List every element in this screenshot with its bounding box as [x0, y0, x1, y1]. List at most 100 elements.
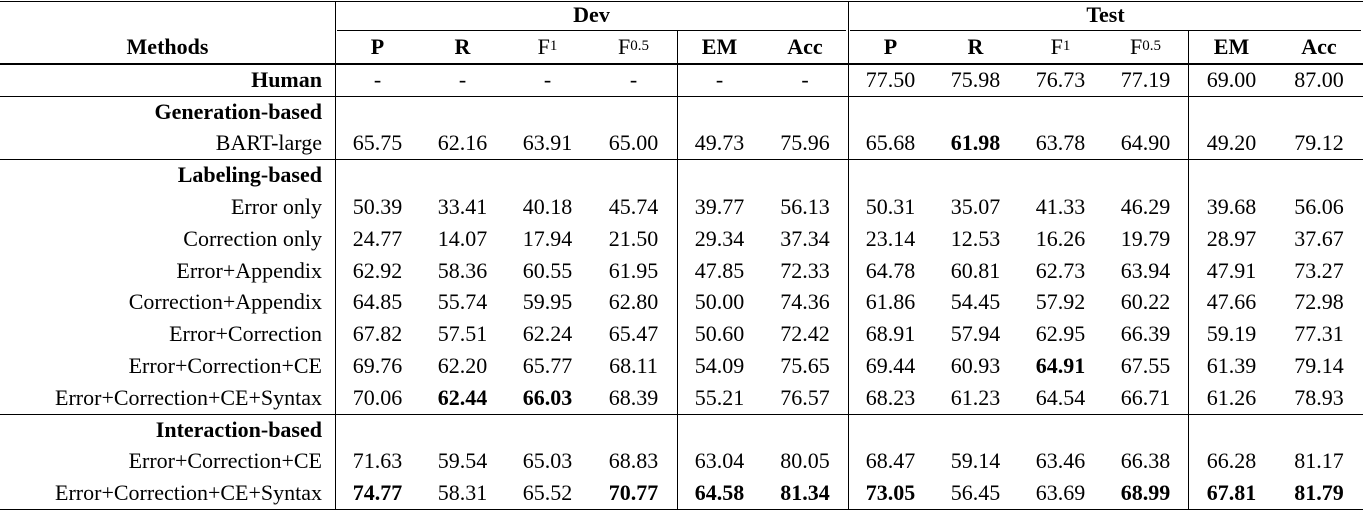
column-header-text: Acc — [1301, 33, 1337, 59]
column-header: EM — [1188, 30, 1275, 63]
value-cell: 16.26 — [1035, 225, 1086, 251]
value-cell: 14.07 — [437, 225, 488, 251]
value-cell: 69.44 — [865, 353, 916, 379]
value-cell: 72.98 — [1294, 289, 1344, 315]
value-cell: 57.92 — [1035, 289, 1086, 315]
column-header-text: F — [618, 33, 631, 59]
row-label: Correction+Appendix — [128, 289, 322, 315]
row-label: Correction only — [183, 225, 322, 251]
value-cell: 41.33 — [1035, 194, 1086, 220]
column-rule — [1188, 30, 1189, 510]
row-label: Error+Correction+CE+Syntax — [55, 480, 322, 506]
group-header: Dev — [573, 2, 610, 27]
value-cell: 77.31 — [1294, 321, 1344, 347]
value-cell: 63.46 — [1035, 448, 1086, 474]
value-cell: 80.05 — [780, 448, 830, 474]
value-cell: 61.86 — [865, 289, 916, 315]
value-cell: 67.55 — [1120, 353, 1171, 379]
value-cell: 57.51 — [437, 321, 488, 347]
value-cell: - — [629, 66, 638, 92]
value-cell: 59.54 — [437, 448, 488, 474]
value-cell: - — [801, 66, 809, 92]
value-cell: 59.14 — [950, 448, 1001, 474]
value-cell: 66.38 — [1120, 448, 1171, 474]
rule — [0, 96, 1363, 97]
value-cell: 81.79 — [1294, 480, 1344, 506]
value-cell: 64.90 — [1120, 130, 1171, 156]
subscript: 1 — [1062, 38, 1071, 54]
value-cell: 64.78 — [865, 257, 916, 283]
row-label: Error+Correction+CE — [128, 448, 322, 474]
row-label: Error+Appendix — [176, 257, 322, 283]
value-cell: 55.74 — [437, 289, 488, 315]
value-cell: 66.03 — [522, 384, 573, 410]
value-cell: 76.57 — [780, 384, 830, 410]
value-cell: 64.91 — [1035, 353, 1086, 379]
value-cell: 87.00 — [1294, 66, 1344, 92]
column-header-text: R — [454, 33, 471, 59]
value-cell: 75.96 — [780, 130, 830, 156]
value-cell: 65.77 — [522, 353, 573, 379]
row-label: Error only — [230, 194, 322, 220]
value-cell: 72.33 — [780, 257, 830, 283]
column-header-text: P — [370, 33, 385, 59]
value-cell: 68.23 — [865, 384, 916, 410]
value-cell: 75.98 — [950, 66, 1001, 92]
value-cell: 68.99 — [1120, 480, 1171, 506]
value-cell: 73.27 — [1294, 257, 1344, 283]
value-cell: 77.19 — [1120, 66, 1171, 92]
value-cell: 63.04 — [694, 448, 745, 474]
subscript: 1 — [549, 38, 558, 54]
subscript: 0.5 — [630, 38, 649, 54]
value-cell: 65.47 — [608, 321, 659, 347]
value-cell: 50.60 — [694, 321, 745, 347]
value-cell: 64.54 — [1035, 384, 1086, 410]
value-cell: 58.31 — [437, 480, 488, 506]
rule — [850, 30, 1361, 31]
value-cell: 47.91 — [1206, 257, 1257, 283]
column-header-text: P — [883, 33, 898, 59]
value-cell: 60.22 — [1120, 289, 1171, 315]
value-cell: 64.85 — [352, 289, 403, 315]
row-label: BART-large — [215, 130, 322, 156]
value-cell: 61.39 — [1206, 353, 1257, 379]
value-cell: 57.94 — [950, 321, 1001, 347]
column-header: P — [335, 30, 420, 63]
value-cell: 62.92 — [352, 257, 403, 283]
value-cell: 23.14 — [865, 225, 916, 251]
column-header: F 0.5 — [1103, 30, 1188, 63]
column-header: Acc — [762, 30, 848, 63]
value-cell: 67.82 — [352, 321, 403, 347]
value-cell: 61.23 — [950, 384, 1001, 410]
value-cell: 65.75 — [352, 130, 403, 156]
column-header-text: Acc — [787, 33, 823, 59]
value-cell: 70.77 — [608, 480, 659, 506]
rule — [0, 509, 1363, 510]
value-cell: 62.95 — [1035, 321, 1086, 347]
value-cell: 62.44 — [437, 384, 488, 410]
rule — [0, 63, 1363, 65]
value-cell: 68.11 — [609, 353, 658, 379]
value-cell: 73.05 — [865, 480, 916, 506]
value-cell: 40.18 — [522, 194, 573, 220]
column-header-text: F — [537, 33, 550, 59]
column-rule — [335, 1, 336, 510]
group-header: Test — [1086, 2, 1125, 27]
value-cell: 69.00 — [1206, 66, 1257, 92]
value-cell: 49.20 — [1206, 130, 1257, 156]
value-cell: 69.76 — [352, 353, 403, 379]
column-header-text: F — [1130, 33, 1143, 59]
value-cell: 63.78 — [1035, 130, 1086, 156]
value-cell: 64.58 — [694, 480, 745, 506]
row-label: Labeling-based — [177, 162, 322, 188]
value-cell: 65.52 — [522, 480, 573, 506]
value-cell: - — [373, 66, 382, 92]
value-cell: 65.68 — [865, 130, 916, 156]
value-cell: 78.93 — [1294, 384, 1344, 410]
column-header: Acc — [1275, 30, 1363, 63]
value-cell: - — [458, 66, 467, 92]
value-cell: 47.85 — [694, 257, 745, 283]
column-header-text: F — [1050, 33, 1063, 59]
column-header-text: EM — [701, 33, 738, 59]
